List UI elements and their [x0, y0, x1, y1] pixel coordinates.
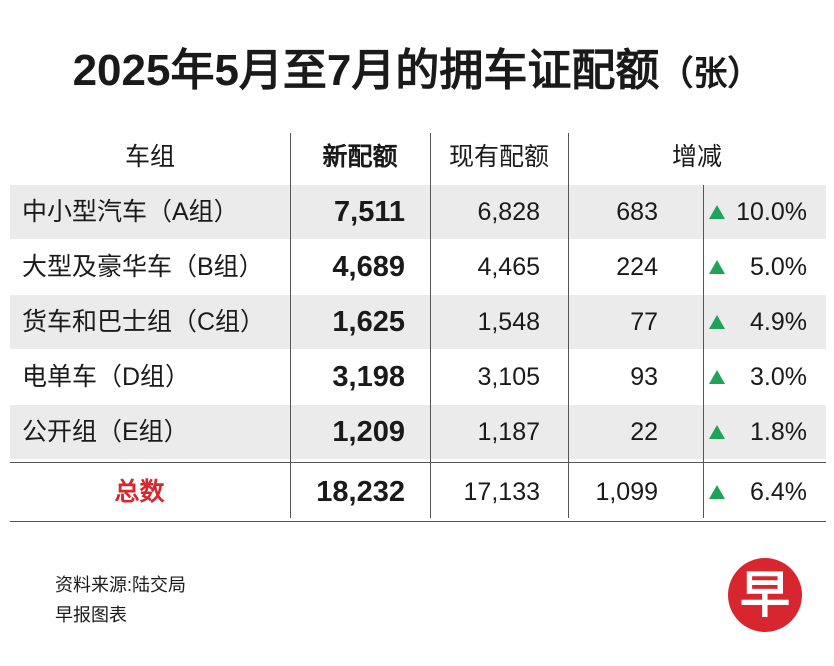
current-quota: 4,465	[477, 253, 540, 281]
row-background	[10, 405, 826, 459]
new-quota: 3,198	[332, 361, 405, 393]
change: 22	[630, 418, 658, 446]
column-header: 新配额	[322, 143, 398, 171]
source: 资料来源:陆交局	[55, 575, 187, 595]
up-arrow-icon	[709, 260, 725, 274]
change: 93	[630, 363, 658, 391]
row-label: 电单车（D组）	[22, 363, 191, 391]
change-percent: 4.9%	[750, 308, 807, 336]
new-quota: 18,232	[316, 476, 405, 508]
new-quota: 4,689	[332, 251, 405, 283]
change: 683	[616, 198, 658, 226]
change-percent: 10.0%	[736, 198, 807, 226]
current-quota: 6,828	[477, 198, 540, 226]
change-percent: 1.8%	[750, 418, 807, 446]
change-percent: 6.4%	[750, 478, 807, 506]
title-unit: （张）	[659, 55, 762, 93]
row-background	[10, 185, 826, 239]
column-divider	[290, 133, 291, 518]
change-percent: 5.0%	[750, 253, 807, 281]
current-quota: 1,548	[477, 308, 540, 336]
change: 224	[616, 253, 658, 281]
current-quota: 1,187	[477, 418, 540, 446]
up-arrow-icon	[709, 315, 725, 329]
column-divider	[703, 185, 704, 518]
row-label: 大型及豪华车（B组）	[22, 253, 264, 281]
row-label: 中小型汽车（A组）	[22, 198, 239, 226]
column-header: 车组	[124, 143, 175, 171]
column-divider	[568, 133, 569, 518]
change-percent: 3.0%	[750, 363, 807, 391]
up-arrow-icon	[709, 370, 725, 384]
new-quota: 1,209	[332, 416, 405, 448]
change: 1,099	[595, 478, 658, 506]
row-background	[10, 295, 826, 349]
up-arrow-icon	[709, 425, 725, 439]
logo: 早	[728, 558, 802, 632]
row-label: 总数	[114, 478, 165, 506]
row-label: 货车和巴士组（C组）	[22, 308, 266, 336]
title: 2025年5月至7月的拥车证配额（张）	[0, 34, 834, 98]
up-arrow-icon	[709, 205, 725, 219]
up-arrow-icon	[709, 485, 725, 499]
row-divider	[10, 462, 826, 463]
column-divider	[430, 133, 431, 518]
column-header: 现有配额	[448, 143, 549, 171]
column-header: 增减	[671, 143, 722, 171]
new-quota: 7,511	[334, 196, 405, 228]
title-text: 2025年5月至7月的拥车证配额	[72, 46, 660, 95]
change: 77	[630, 308, 658, 336]
current-quota: 3,105	[477, 363, 540, 391]
current-quota: 17,133	[463, 478, 540, 506]
row-divider	[10, 521, 826, 522]
credit: 早报图表	[55, 605, 127, 625]
row-label: 公开组（E组）	[22, 418, 189, 446]
new-quota: 1,625	[332, 306, 405, 338]
